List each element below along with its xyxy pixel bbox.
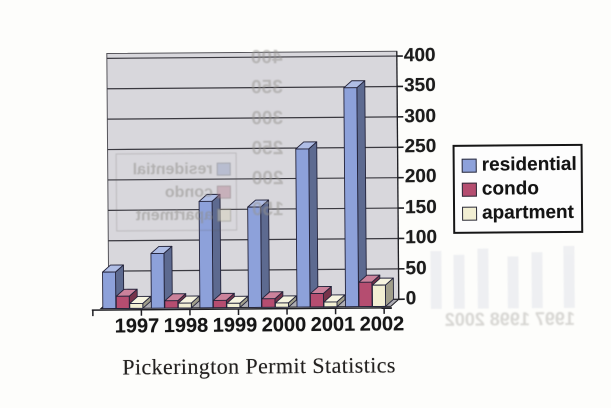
ghost-bar-3 — [507, 256, 519, 309]
bar-residential-2000 — [247, 199, 270, 308]
bar-apartment-2002 — [371, 277, 394, 307]
y-axis-label-0: 0 — [405, 288, 417, 310]
bar-residential-2002 — [343, 80, 367, 308]
y-axis-label-350: 350 — [403, 75, 436, 97]
legend-label-condo: condo — [481, 178, 539, 200]
ghost-bar-2 — [477, 248, 489, 309]
y-axis-label-150: 150 — [404, 196, 437, 219]
y-axis-label-100: 100 — [405, 227, 438, 249]
y-axis-line — [396, 51, 400, 300]
ghost-bar-5 — [563, 245, 575, 308]
y-axis-label-200: 200 — [404, 166, 437, 188]
bar-condo-1998 — [164, 293, 187, 309]
ghost-bar-0 — [430, 250, 442, 310]
legend-item-condo: condo — [461, 177, 575, 202]
x-axis-label-2000: 2000 — [261, 313, 307, 337]
legend-label-apartment: apartment — [481, 201, 575, 224]
x-axis-label-1999: 1999 — [212, 314, 258, 337]
y-axis-label-400: 400 — [403, 44, 436, 67]
bar-apartment-1998 — [177, 295, 200, 309]
legend-swatch-residential-icon — [461, 158, 477, 173]
bar-residential-2001 — [295, 141, 319, 308]
y-axis-label-50: 50 — [405, 257, 427, 279]
bar-residential-1998 — [150, 245, 173, 309]
legend-item-residential: residential — [461, 153, 577, 178]
ghost-bar-4 — [531, 252, 543, 309]
legend-label-residential: residential — [481, 153, 577, 176]
legend-swatch-condo-icon — [461, 182, 477, 197]
x-axis-label-1997: 1997 — [114, 315, 160, 338]
legend-swatch-apartment-icon — [462, 206, 478, 221]
bar-residential-1999 — [198, 193, 222, 309]
bar-apartment-1999 — [226, 295, 249, 309]
bar-apartment-2001 — [323, 294, 346, 308]
bar-condo-1997 — [115, 288, 138, 309]
x-axis-label-2002: 2002 — [359, 313, 405, 336]
bar-apartment-2000 — [274, 295, 297, 308]
x-axis-label-1998: 1998 — [163, 314, 209, 338]
bar-apartment-1997 — [129, 295, 152, 309]
x-axis-label-2001: 2001 — [310, 313, 356, 336]
ghost-bar-1 — [453, 254, 465, 309]
legend-item-apartment: apartment — [462, 201, 575, 226]
y-axis-label-250: 250 — [404, 135, 437, 158]
bar-condo-2001 — [309, 285, 332, 308]
chart-title: Pickerington Permit Statistics — [122, 352, 396, 380]
y-axis-label-300: 300 — [404, 105, 437, 127]
legend: residential condo apartment — [452, 143, 584, 234]
gridline-400 — [106, 55, 397, 59]
